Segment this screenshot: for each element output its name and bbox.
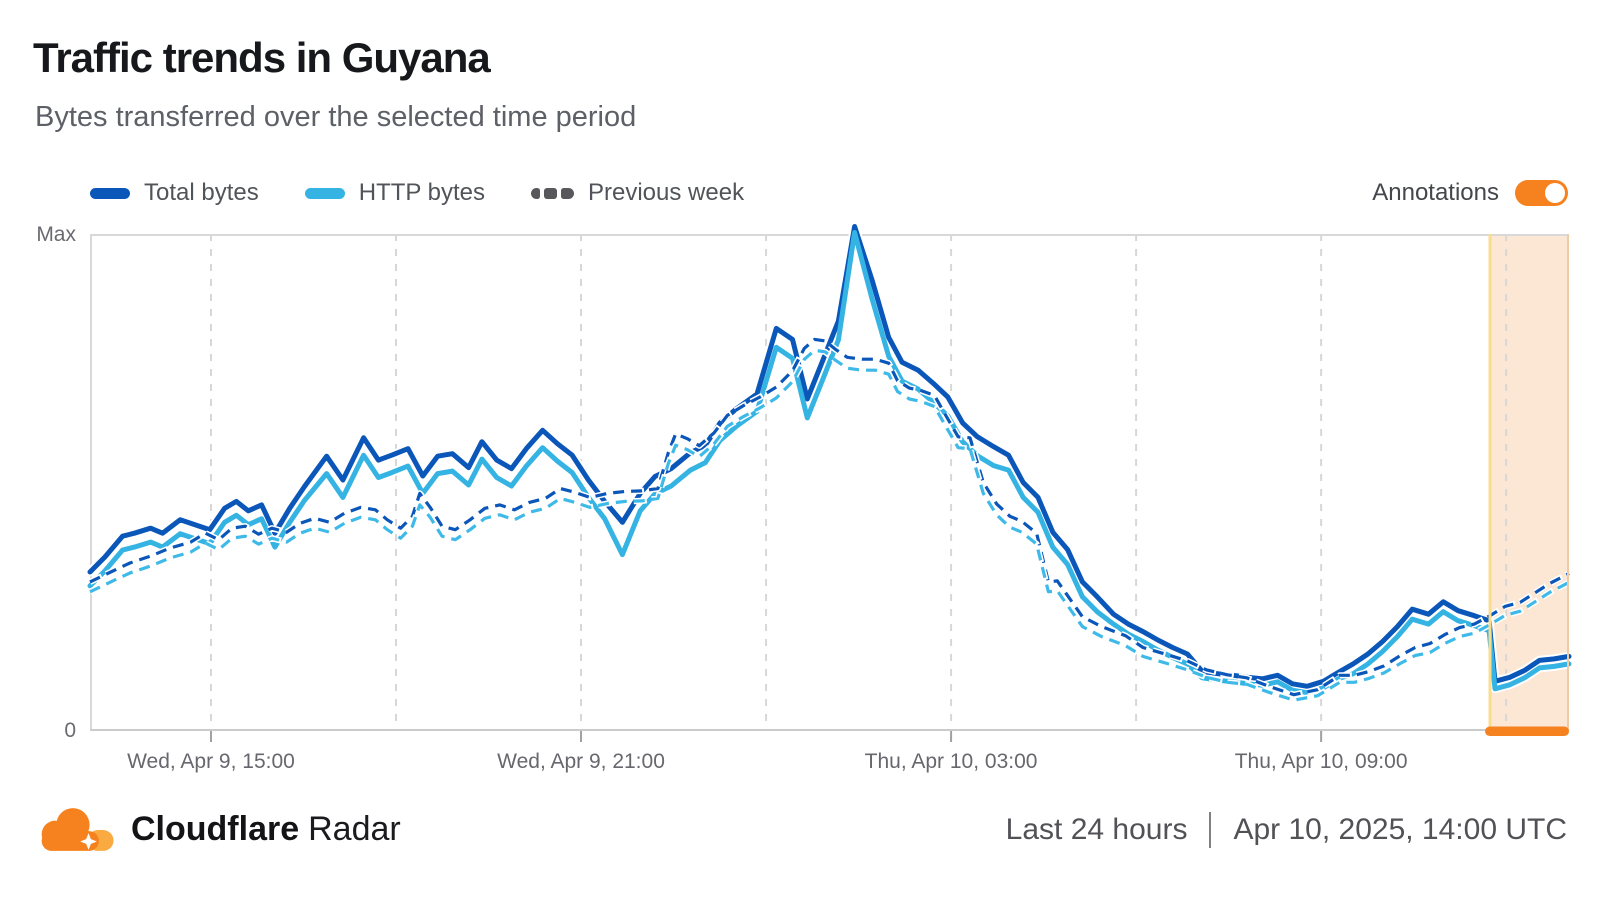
timestamp-label: Apr 10, 2025, 14:00 UTC [1233, 813, 1567, 846]
toggle-knob-icon [1545, 183, 1565, 203]
brand-text: Cloudflare Radar [131, 810, 401, 849]
x-axis-tick-label: Wed, Apr 9, 15:00 [127, 750, 295, 773]
annotations-toggle[interactable] [1515, 180, 1568, 206]
legend-item-previous-week[interactable]: Previous week [531, 179, 744, 207]
dash-segment-icon [544, 187, 557, 199]
footer-meta: Last 24 hours Apr 10, 2025, 14:00 UTC [1006, 804, 1567, 856]
total-bytes-swatch [90, 187, 130, 199]
dash-segment-icon [531, 187, 540, 199]
annotations-control: Annotations [1372, 179, 1568, 207]
http-bytes-swatch [304, 187, 345, 199]
page-title: Traffic trends in Guyana [33, 34, 491, 81]
legend-label-total-bytes: Total bytes [144, 179, 259, 206]
brand-radar: Radar [308, 809, 401, 848]
time-range-label[interactable]: Last 24 hours [1005, 813, 1188, 846]
footer-brand[interactable]: Cloudflare Radar [33, 804, 401, 854]
x-axis-tick-label: Thu, Apr 10, 03:00 [864, 750, 1038, 773]
traffic-trends-chart[interactable] [85, 222, 1574, 742]
x-axis-tick-label: Wed, Apr 9, 21:00 [497, 750, 665, 773]
legend-label-previous-week: Previous week [588, 179, 745, 206]
page-subtitle: Bytes transferred over the selected time… [35, 101, 637, 133]
cloudflare-logo-icon [41, 808, 114, 851]
brand-cloudflare: Cloudflare [131, 809, 300, 848]
x-axis-tick-label: Thu, Apr 10, 09:00 [1234, 750, 1408, 773]
legend: Total bytes HTTP bytes Previous week Ann… [90, 178, 1568, 208]
y-axis-zero-label: 0 [64, 719, 76, 742]
legend-label-http-bytes: HTTP bytes [358, 179, 485, 206]
dash-segment-icon [561, 187, 574, 199]
footer-separator [1209, 812, 1212, 848]
previous-week-dash-swatch [531, 187, 574, 199]
legend-item-http-bytes[interactable]: HTTP bytes [304, 179, 485, 207]
annotations-label: Annotations [1372, 179, 1499, 206]
legend-item-total-bytes[interactable]: Total bytes [90, 179, 259, 207]
y-axis-max-label: Max [36, 223, 76, 246]
